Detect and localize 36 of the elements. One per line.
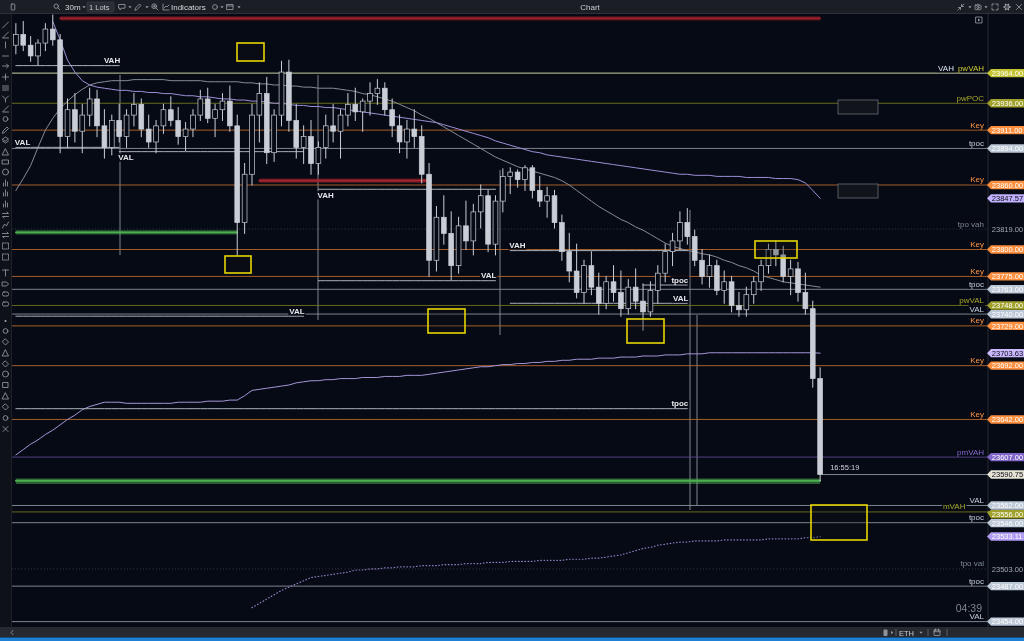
ref-line-label: VAL [969,304,985,314]
series-label: tpoc [671,399,689,409]
ref-line-label: mVAH [942,502,966,512]
series-label: VAL [14,137,31,147]
ref-line-label: VAL [969,495,985,505]
text: 30m [65,3,81,12]
ref-line-label: Key [970,120,985,130]
ref-line-label: VAL [969,612,985,622]
series-label: VAH [103,56,121,66]
ref-line-label: pwPOC [956,93,985,103]
series-label: VAH [317,190,334,200]
ref-line-label: Key [970,409,985,419]
ref-line-label: Key [970,356,985,366]
ref-line-label: VAH [938,63,955,73]
text: 04:39 [955,602,983,614]
ref-line-label: Key [970,316,985,326]
series-label: VAL [481,271,497,281]
series-label: VAL [289,306,305,316]
ref-line-label: Key [970,266,985,276]
ref-line-label: Key [970,175,985,185]
ref-line-label: pmVAH [957,447,985,457]
series-label: tpoc [671,275,689,285]
ref-line-label: tpoc [968,138,984,148]
ref-line-label: tpo val [960,559,985,569]
ref-line-label: tpo vah [957,219,985,229]
chart-title: Chart [580,3,601,12]
ref-line-label: tpoc [968,576,984,586]
ref-line-label: Key [970,240,985,250]
ref-line-label: pwVAH [957,63,985,73]
ref-line-label: pwVAL [959,295,985,305]
series-label: VAL [672,293,689,303]
text: Indicators [171,3,206,12]
ref-line-label: tpoc [968,513,984,523]
series-label: VAL [118,153,134,163]
series-label: VAH [509,241,526,251]
ref-line-label: tpoc [968,279,984,289]
